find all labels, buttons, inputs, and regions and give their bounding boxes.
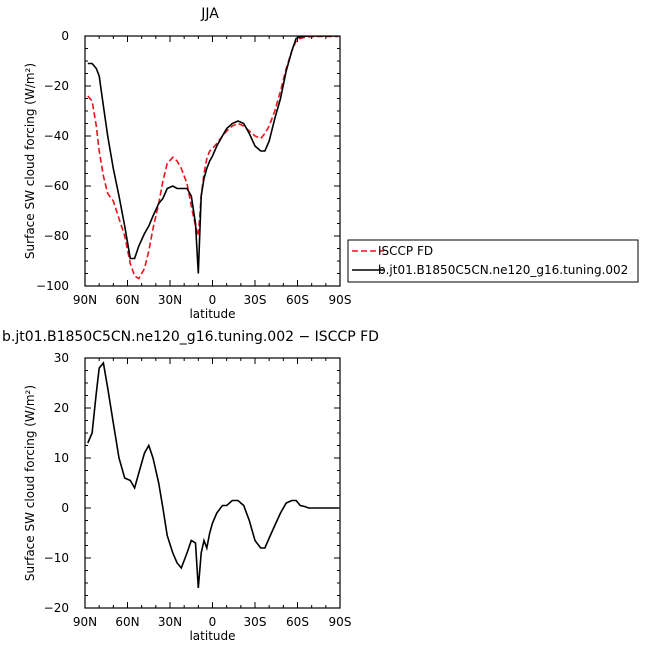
y-tick-label: 0 xyxy=(61,501,69,515)
y-tick-label: −10 xyxy=(44,551,69,565)
series-line-1 xyxy=(87,361,339,589)
chart-legend: ISCCP FD b.jt01.B1850C5CN.ne120_g16.tunin… xyxy=(347,239,639,283)
series-line-1 xyxy=(87,36,339,280)
y-tick-label: −20 xyxy=(44,601,69,615)
x-tick-label: 90S xyxy=(329,615,352,629)
x-tick-label: 30N xyxy=(158,615,182,629)
x-tick-label: 60N xyxy=(115,293,139,307)
x-tick-label: 60S xyxy=(286,615,309,629)
y-tick-label: 20 xyxy=(54,401,69,415)
x-axis-title: latitude xyxy=(189,629,235,643)
x-tick-label: 30N xyxy=(158,293,182,307)
x-tick-label: 0 xyxy=(209,293,217,307)
x-axis-title: latitude xyxy=(189,307,235,321)
y-axis-title: Surface SW cloud forcing (W/m²) xyxy=(23,63,37,259)
x-tick-label: 60N xyxy=(115,615,139,629)
x-tick-label: 90N xyxy=(73,293,97,307)
y-tick-label: −40 xyxy=(44,129,69,143)
y-tick-label: −20 xyxy=(44,79,69,93)
y-tick-label: −60 xyxy=(44,179,69,193)
legend-label: ISCCP FD xyxy=(378,244,433,258)
y-tick-label: −80 xyxy=(44,229,69,243)
y-tick-label: −100 xyxy=(36,279,69,293)
y-axis-title: Surface SW cloud forcing (W/m²) xyxy=(23,385,37,581)
series-line-2 xyxy=(87,36,339,274)
legend-label: b.jt01.B1850C5CN.ne120_g16.tuning.002 xyxy=(378,263,628,277)
y-tick-label: 0 xyxy=(61,29,69,43)
chart-panel-1: JJA 90N 60N 30N 0 30S 60S 90S 0 −20 −40 −60 −80 −100 l… xyxy=(23,6,639,321)
y-tick-label: 30 xyxy=(54,351,69,365)
x-tick-label: 60S xyxy=(286,293,309,307)
x-tick-label: 90S xyxy=(329,293,352,307)
y-tick-label: 10 xyxy=(54,451,69,465)
x-tick-label: 0 xyxy=(209,615,217,629)
legend-box xyxy=(347,239,639,283)
x-tick-label: 30S xyxy=(244,615,267,629)
chart-panel-2: b.jt01.B1850C5CN.ne120_g16.tuning.002 − … xyxy=(2,329,379,643)
chart-title: JJA xyxy=(200,6,219,22)
plot-frame xyxy=(84,357,341,609)
x-tick-label: 90N xyxy=(73,615,97,629)
x-tick-label: 30S xyxy=(244,293,267,307)
chart-title: b.jt01.B1850C5CN.ne120_g16.tuning.002 − … xyxy=(2,329,379,345)
plot-frame xyxy=(84,35,341,287)
